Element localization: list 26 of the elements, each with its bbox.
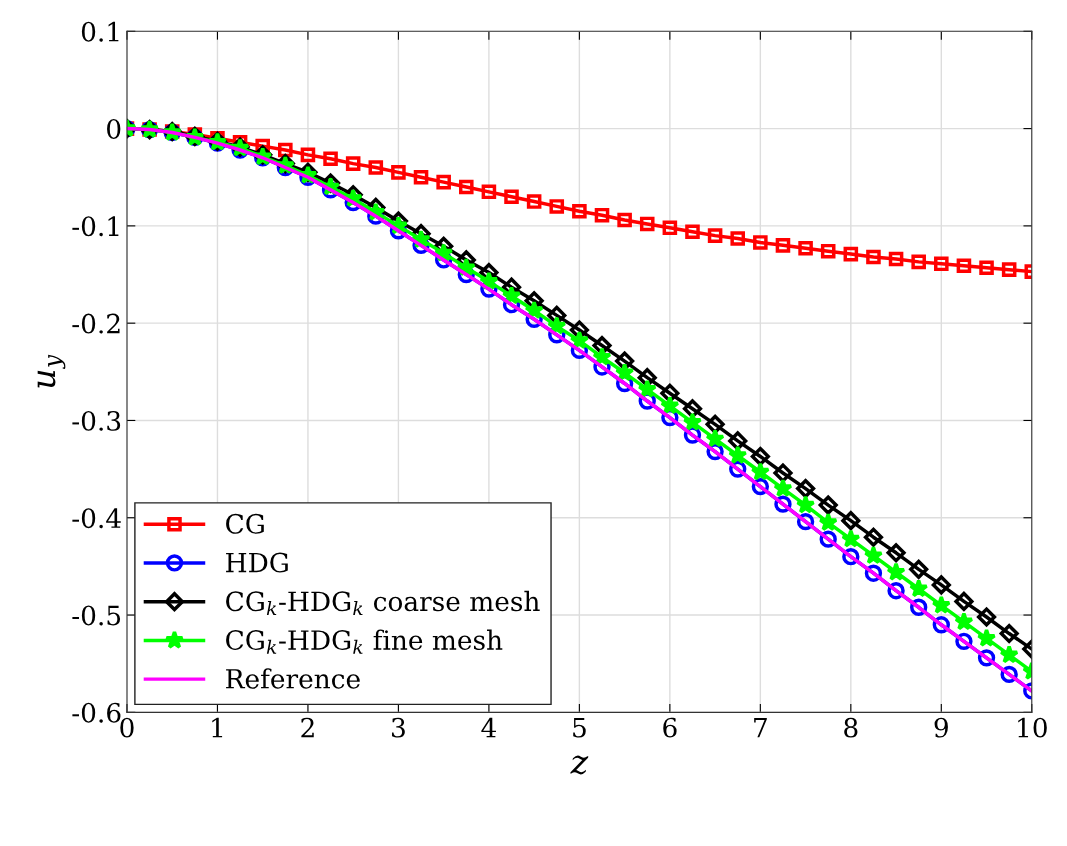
y-tick-label: -0.2 [72,313,120,334]
x-tick-label: 4 [481,717,496,738]
y-tick-label: -0.6 [72,702,121,723]
y-tick-label: -0.3 [72,410,121,431]
x-tick-label: 9 [934,717,948,738]
x-tick-label: 0 [120,717,134,738]
x-tick-label: 8 [844,717,858,738]
y-tick-label: 0 [107,119,121,139]
y-tick-label: -0.5 [72,605,121,626]
legend-label: HDG [226,552,288,573]
x-axis-title: z [570,755,589,775]
x-tick-label: 2 [301,717,314,738]
x-tick-label: 3 [392,717,405,738]
x-tick-label: 5 [573,718,586,738]
x-tick-label: 6 [663,717,677,738]
x-tick-label: 1 [212,717,223,738]
y-tick-label: 0.1 [81,21,119,42]
legend-label: CG$_{k}$-HDG$_{k}$ fine mesh [226,629,503,654]
legend-label: CG [226,513,264,534]
x-tick-label: 7 [754,718,767,738]
legend-label: Reference [226,668,360,689]
y-tick-label: -0.1 [72,216,119,237]
y-axis-title: u$_{y}$ [37,354,66,388]
legend-label: CG$_{k}$-HDG$_{k}$ coarse mesh [226,590,540,616]
x-tick-label: 10 [1018,717,1047,738]
y-tick-label: -0.4 [72,508,121,529]
